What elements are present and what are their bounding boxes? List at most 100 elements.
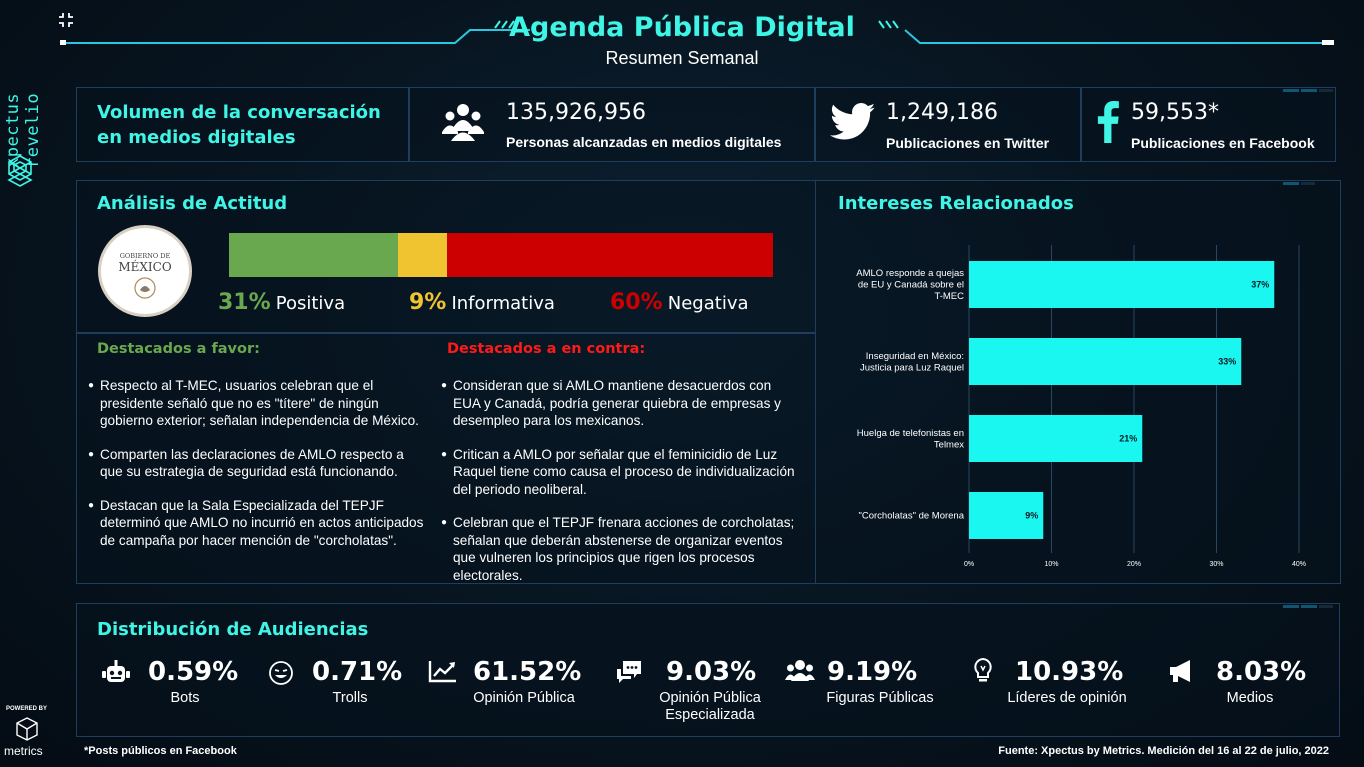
source-note: Fuente: Xpectus by Metrics. Medición del… xyxy=(998,745,1329,757)
users-icon xyxy=(785,660,815,681)
public-figures-value: 9.19% xyxy=(827,657,918,687)
category-label: Justicia para Luz Raquel xyxy=(860,362,964,373)
divider xyxy=(814,88,816,161)
public-opinion-value: 61.52% xyxy=(473,657,582,687)
brand-strip: xpectus revelio POWERED BY metrics xyxy=(0,0,56,767)
trolls-value: 0.71% xyxy=(312,657,403,687)
divider xyxy=(77,332,815,334)
category-label: Telmex xyxy=(934,439,964,450)
volume-heading-line2: en medios digitales xyxy=(97,127,296,148)
negative-bar-segment xyxy=(446,233,773,277)
negative-pct: 60% xyxy=(610,290,663,315)
metrics-label: metrics xyxy=(4,744,43,758)
interests-heading: Intereses Relacionados xyxy=(838,193,1074,214)
facebook-value: 59,553* xyxy=(1131,100,1219,125)
attitude-heading: Análisis de Actitud xyxy=(97,193,288,214)
bots-label: Bots xyxy=(170,690,200,706)
positive-bar-segment xyxy=(229,233,398,277)
trolls-label: Trolls xyxy=(332,690,368,706)
list-item: Celebran que el TEPJF frenara acciones d… xyxy=(441,514,801,584)
positive-pct: 31% xyxy=(218,290,271,315)
bar xyxy=(969,338,1242,385)
robot-icon xyxy=(102,660,130,682)
x-tick-label: 30% xyxy=(1209,561,1223,568)
media-label: Medios xyxy=(1226,690,1274,706)
megaphone-icon xyxy=(1170,660,1190,682)
category-label: Huelga de telefonistas en xyxy=(857,428,964,439)
opinion-leaders-label: Líderes de opinión xyxy=(1007,690,1127,706)
reach-label: Personas alcanzadas en medios digitales xyxy=(506,134,782,150)
bar xyxy=(969,415,1143,462)
footnote: *Posts públicos en Facebook xyxy=(84,745,237,757)
divider xyxy=(1080,88,1082,161)
brand-name: xpectus revelio xyxy=(3,92,43,168)
twitter-value: 1,249,186 xyxy=(886,100,998,125)
against-list: Consideran que si AMLO mantiene desacuer… xyxy=(441,377,801,600)
seal-line2: MÉXICO xyxy=(118,260,172,274)
data-label: 33% xyxy=(1218,357,1236,367)
informative-bar-segment xyxy=(397,233,447,277)
page-subtitle: Resumen Semanal xyxy=(605,48,759,68)
x-tick-label: 20% xyxy=(1127,561,1141,568)
twitter-icon xyxy=(830,103,876,140)
people-group-icon xyxy=(442,104,484,141)
category-label: de EU y Canadá sobre el xyxy=(858,280,964,291)
gobierno-mexico-logo: GOBIERNO DE MÉXICO xyxy=(98,225,192,317)
troll-face-icon xyxy=(269,661,293,685)
eagle-emblem-icon xyxy=(134,277,156,299)
category-label: "Corcholatas" de Morena xyxy=(859,511,965,522)
collapse-icon[interactable] xyxy=(58,12,74,28)
powered-by-label: POWERED BY xyxy=(6,706,48,712)
bar xyxy=(969,261,1275,308)
volume-heading-line1: Volumen de la conversación xyxy=(97,102,381,123)
twitter-label: Publicaciones en Twitter xyxy=(886,135,1050,151)
decor-dashes xyxy=(1283,170,1335,185)
volume-heading: Volumen de la conversación en medios dig… xyxy=(97,100,397,150)
audience-panel xyxy=(76,603,1340,737)
opinion-leaders-value: 10.93% xyxy=(1015,657,1124,687)
list-item: Consideran que si AMLO mantiene desacuer… xyxy=(441,377,801,430)
audience-heading: Distribución de Audiencias xyxy=(97,619,369,640)
facebook-icon xyxy=(1097,101,1119,143)
decor-dashes xyxy=(1283,77,1335,92)
decor-dashes xyxy=(1283,593,1335,608)
specialized-opinion-label-line2: Especializada xyxy=(665,707,755,723)
volume-panel xyxy=(76,87,1336,162)
favor-list: Respecto al T-MEC, usuarios celebran que… xyxy=(88,377,428,565)
positive-legend: 31% Positiva xyxy=(218,290,345,315)
trend-chart-icon xyxy=(428,661,456,683)
facebook-label: Publicaciones en Facebook xyxy=(1131,135,1315,151)
page-title: Agenda Pública Digital xyxy=(509,12,855,43)
metrics-logo-icon xyxy=(16,717,38,741)
negative-label: Negativa xyxy=(667,293,749,314)
against-heading: Destacados a en contra: xyxy=(447,341,646,357)
positive-label: Positiva xyxy=(275,293,346,314)
divider xyxy=(408,88,410,161)
specialized-opinion-label-line1: Opinión Pública xyxy=(659,690,761,706)
x-tick-label: 10% xyxy=(1044,561,1058,568)
list-item: Critican a AMLO por señalar que el femin… xyxy=(441,446,801,499)
negative-legend: 60% Negativa xyxy=(610,290,749,315)
specialized-opinion-label: Opinión Pública Especializada xyxy=(640,690,780,724)
public-opinion-label: Opinión Pública xyxy=(473,690,575,706)
header-frame xyxy=(60,20,1334,45)
lightbulb-head-icon xyxy=(974,657,992,682)
specialized-opinion-value: 9.03% xyxy=(666,657,757,687)
informative-pct: 9% xyxy=(409,290,447,315)
favor-heading: Destacados a favor: xyxy=(97,341,260,357)
xpectus-logo-icon xyxy=(7,155,33,187)
data-label: 21% xyxy=(1119,434,1137,444)
bots-value: 0.59% xyxy=(148,657,239,687)
list-item: Destacan que la Sala Especializada del T… xyxy=(88,497,428,550)
chat-bubbles-icon xyxy=(617,661,641,683)
public-figures-label: Figuras Públicas xyxy=(826,690,934,706)
informative-label: Informativa xyxy=(451,293,555,314)
category-label: Inseguridad en México: xyxy=(866,351,964,362)
category-label: AMLO responde a quejas xyxy=(856,268,964,279)
bar xyxy=(969,492,1044,539)
list-item: Comparten las declaraciones de AMLO resp… xyxy=(88,446,428,481)
x-tick-label: 40% xyxy=(1292,561,1306,568)
interests-bar-chart: 0% 10% 20% 30% 40% 37% AMLO responde a quejasd… xyxy=(856,245,1306,568)
informative-legend: 9% Informativa xyxy=(409,290,555,315)
reach-value: 135,926,956 xyxy=(506,100,646,125)
